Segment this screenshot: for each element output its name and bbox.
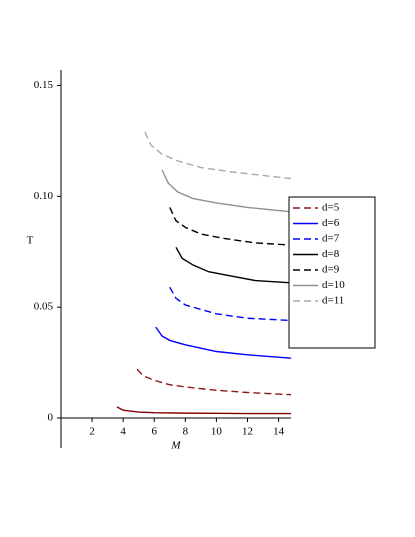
x-tick-label: 14 [273,426,285,438]
legend-label: d=10 [322,279,345,291]
y-tick-label: 0.10 [34,190,54,202]
legend-label: d=9 [322,264,340,276]
x-tick-label: 6 [151,426,157,438]
line [144,131,292,180]
line [116,406,291,415]
x-tick-label: 4 [120,426,126,438]
line [169,207,292,246]
y-tick-label: 0.05 [34,301,54,313]
line [175,246,292,284]
x-tick-label: 12 [242,426,253,438]
x-axis-label: M [170,440,181,452]
x-tick-label: 10 [211,426,223,438]
legend-label: d=8 [322,248,340,260]
line [161,169,292,213]
line [136,368,292,396]
legend-label: d=11 [322,295,344,307]
line [169,286,292,322]
x-tick-label: 8 [183,426,189,438]
y-tick-label: 0 [48,412,54,424]
legend-box [288,196,376,349]
legend-label: d=7 [322,233,340,245]
line [155,326,292,359]
legend-label: d=5 [322,202,340,214]
y-tick-label: 0.15 [34,79,54,91]
y-axis-label: T [27,235,34,247]
x-tick-label: 2 [89,426,95,438]
legend-label: d=6 [322,217,340,229]
